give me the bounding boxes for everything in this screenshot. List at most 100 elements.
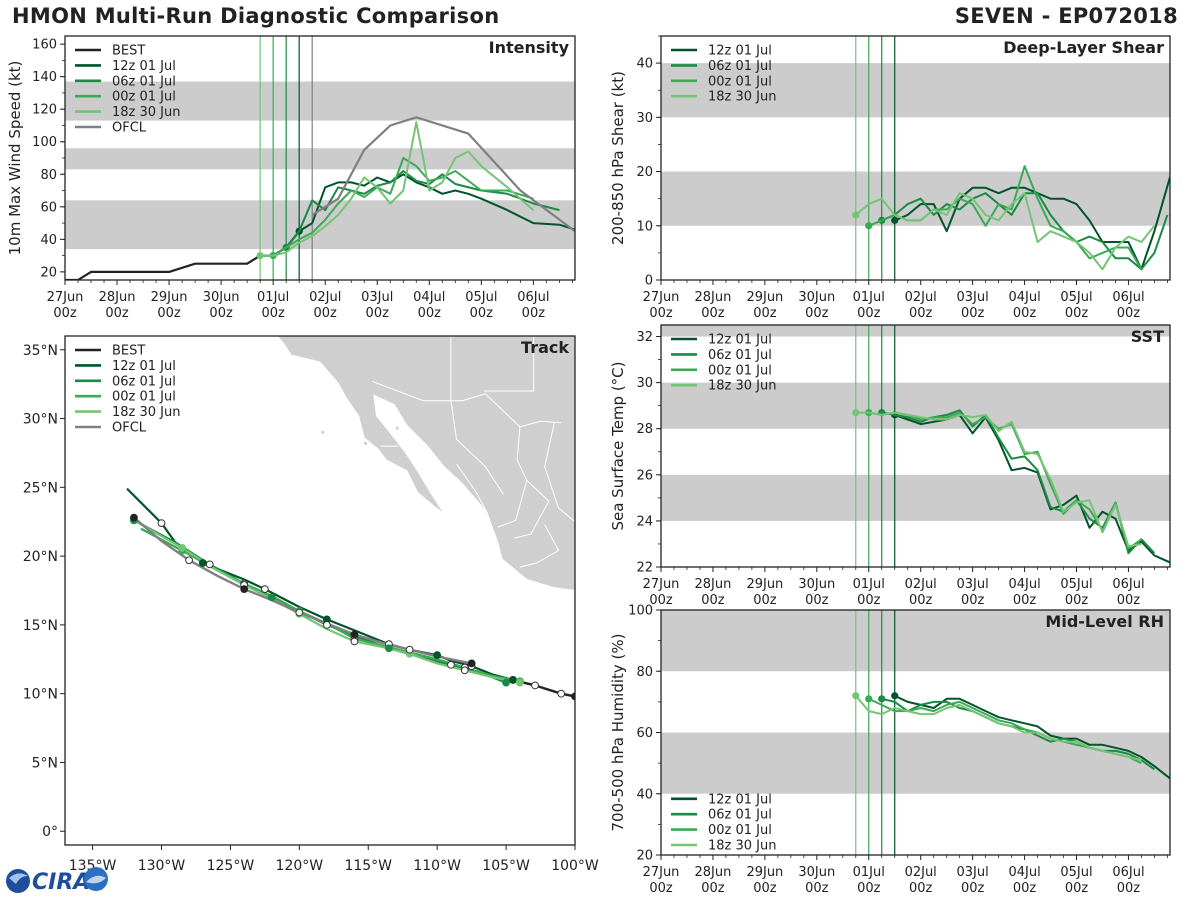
x-tick-label: 00z — [701, 881, 725, 896]
legend-label: OFCL — [112, 121, 147, 136]
x-tick-label: 00z — [961, 881, 985, 896]
state-border — [484, 336, 535, 392]
track-position-marker — [557, 689, 566, 698]
state-border — [450, 400, 504, 495]
x-tick-label: 00z — [470, 306, 494, 321]
plot-frame — [64, 335, 576, 846]
x-tick-label: 03Jul — [957, 577, 989, 592]
x-tick-label: 00z — [753, 881, 777, 896]
y-tick-label: 100 — [32, 135, 57, 150]
legend-label: 12z 01 Jul — [112, 59, 176, 74]
panel-title: Deep-Layer Shear — [1003, 38, 1164, 57]
logo-globe — [6, 869, 30, 893]
y-axis-label: 10m Max Wind Speed (kt) — [6, 61, 24, 256]
x-tick-label: 05Jul — [465, 290, 497, 305]
x-tick-label: 00z — [909, 593, 933, 608]
x-tick-label: 00z — [857, 881, 881, 896]
series-line-OFCL — [311, 116, 575, 233]
track-position-marker — [130, 513, 138, 522]
x-tick-label: 00z — [805, 306, 829, 321]
y-tick-label: 0 — [645, 274, 653, 289]
y-tick-label: 20 — [636, 165, 653, 180]
plot-frame — [660, 324, 1171, 568]
track-position-marker — [531, 681, 539, 690]
y-tick-label: 28 — [636, 422, 653, 437]
track-position-marker — [198, 559, 207, 567]
legend-label: 12z 01 Jul — [708, 44, 772, 59]
x-tick-label: 00z — [418, 306, 442, 321]
series-start-marker — [865, 222, 873, 230]
land-mass — [276, 336, 575, 592]
x-tick-label: 00z — [649, 881, 673, 896]
y-tick-label: 5°N — [32, 755, 58, 771]
legend-label: 00z 01 Jul — [708, 823, 772, 838]
y-tick-label: 15°N — [23, 618, 58, 634]
x-tick-label: 00z — [857, 593, 881, 608]
figure-title: HMON Multi-Run Diagnostic Comparison — [12, 4, 500, 28]
track-position-marker — [509, 676, 517, 684]
x-tick-label: 00z — [1117, 881, 1141, 896]
series-start-marker — [852, 692, 860, 700]
x-tick-label: 00z — [1013, 593, 1037, 608]
x-tick-label: 01Jul — [853, 577, 885, 592]
x-tick-label: 00z — [261, 306, 285, 321]
x-tick-label: 105°W — [482, 858, 530, 874]
track-position-marker — [350, 637, 359, 646]
x-tick-label: 00z — [314, 306, 338, 321]
y-tick-label: 30 — [636, 376, 653, 391]
x-tick-label: 28Jun — [695, 577, 732, 592]
series-line-r06z01jul — [881, 697, 1155, 771]
x-tick-label: 04Jul — [1008, 865, 1040, 880]
legend-label: 06z 01 Jul — [708, 59, 772, 74]
panel-mid-level-rh: 27Jun00z28Jun00z29Jun00z30Jun00z01Jul00z… — [609, 604, 1171, 896]
panel-intensity: 27Jun00z28Jun00z29Jun00z30Jun00z01Jul00z… — [6, 35, 576, 321]
series-line-r12z01jul — [894, 694, 1170, 780]
y-tick-label: 160 — [32, 38, 57, 53]
track-position-marker — [460, 666, 469, 675]
shade-band — [661, 171, 1170, 226]
plot-area — [661, 325, 1170, 567]
x-tick-label: 28Jun — [99, 290, 136, 305]
state-border — [372, 380, 562, 428]
shade-band — [65, 81, 575, 121]
series-line-r12z01jul — [894, 413, 1170, 564]
series-line-r12z01jul — [298, 173, 575, 233]
plot-frame — [660, 35, 1171, 281]
x-tick-label: 02Jul — [905, 865, 937, 880]
track-position-marker — [502, 678, 510, 687]
track-position-marker — [433, 651, 442, 660]
track-line-BEST — [512, 678, 575, 698]
plot-frame — [660, 609, 1171, 856]
x-tick-label: 00z — [649, 306, 673, 321]
x-tick-label: 04Jul — [413, 290, 445, 305]
panel-title: Track — [521, 338, 569, 357]
legend-label: 00z 01 Jul — [708, 363, 772, 378]
shade-band — [65, 148, 575, 170]
series-line-r18z30jun — [855, 411, 1142, 548]
legend-label: 18z 30 Jun — [112, 405, 181, 420]
legend-label: 12z 01 Jul — [708, 792, 772, 807]
plot-area — [65, 36, 575, 280]
x-tick-label: 02Jul — [309, 290, 341, 305]
x-tick-label: 27Jun — [643, 290, 680, 305]
x-tick-label: 06Jul — [1112, 577, 1144, 592]
x-tick-label: 00z — [805, 593, 829, 608]
shade-band — [661, 474, 1170, 521]
x-tick-label: 00z — [1117, 306, 1141, 321]
track-position-marker — [240, 585, 249, 594]
x-tick-label: 130°W — [138, 858, 186, 874]
x-tick-label: 00z — [1065, 306, 1089, 321]
x-tick-label: 00z — [649, 593, 673, 608]
track-position-marker — [267, 593, 276, 602]
y-tick-label: 100 — [628, 604, 653, 619]
x-tick-label: 28Jun — [695, 290, 732, 305]
x-tick-label: 03Jul — [957, 865, 989, 880]
legend-label: 18z 30 Jun — [708, 839, 777, 854]
series-start-marker — [865, 695, 873, 703]
shade-band — [661, 325, 1170, 337]
y-tick-label: 80 — [636, 665, 653, 680]
